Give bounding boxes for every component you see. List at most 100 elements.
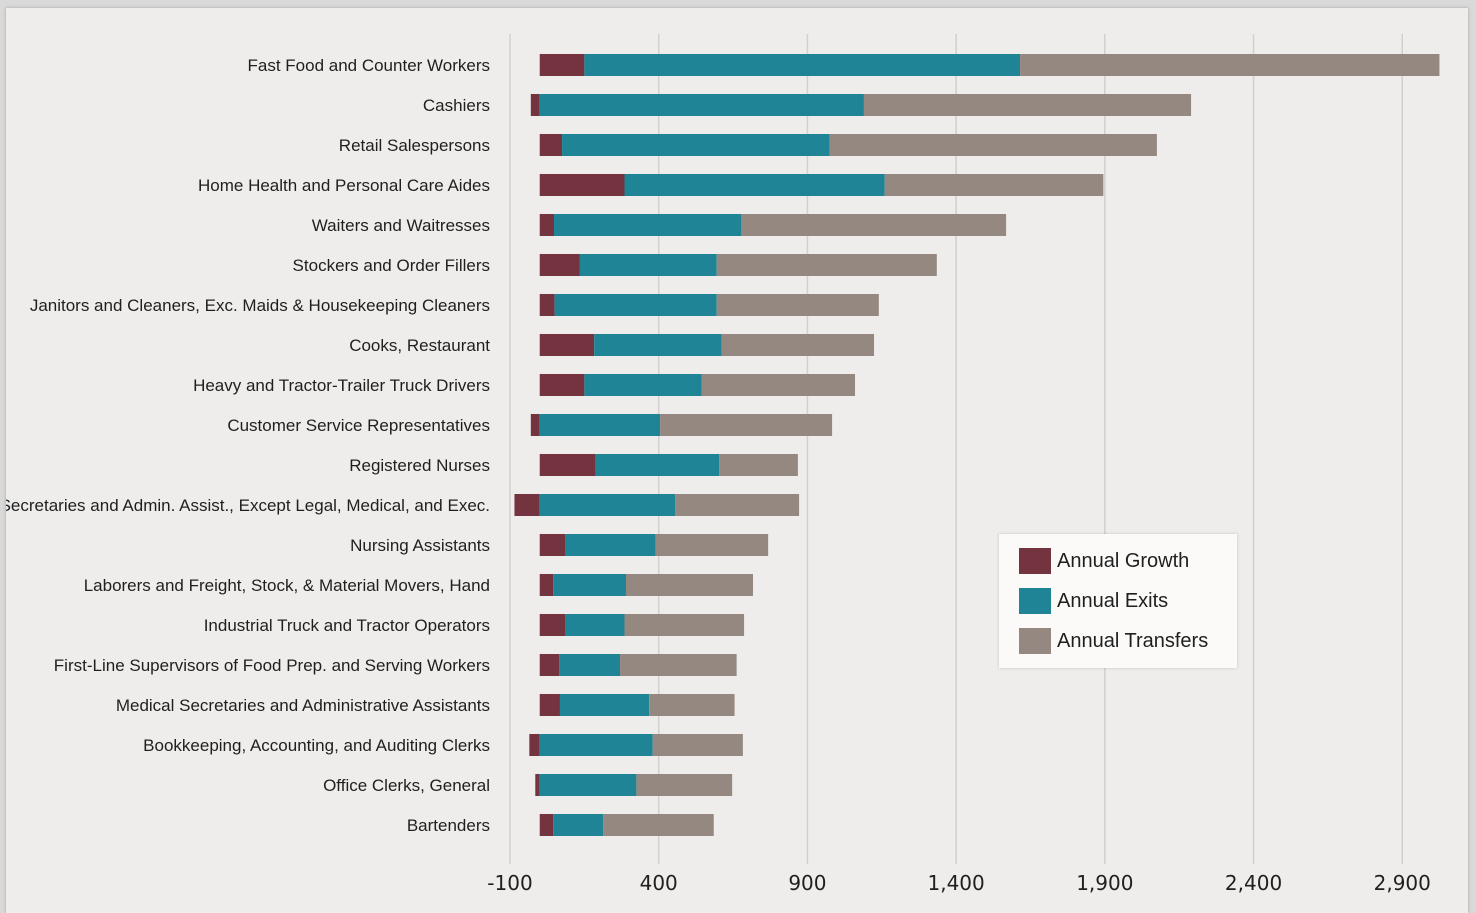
bar-exits [579, 254, 717, 276]
bar-growth [539, 54, 585, 76]
bar-transfers [701, 374, 856, 396]
bar-exits [565, 614, 625, 636]
category-label: First-Line Supervisors of Food Prep. and… [54, 656, 490, 675]
bar-growth [539, 294, 555, 316]
bar-growth [539, 134, 563, 156]
category-label: Customer Service Representatives [227, 416, 490, 435]
bar-transfers [625, 574, 753, 596]
legend-item-exits: Annual Exits [1019, 588, 1168, 614]
bar-exits [584, 54, 1021, 76]
legend-label-exits: Annual Exits [1057, 589, 1169, 612]
bar-growth [514, 494, 540, 516]
bar-transfers [649, 694, 735, 716]
category-label: Fast Food and Counter Workers [247, 56, 490, 75]
bar-transfers [660, 414, 833, 436]
bar-growth [539, 174, 625, 196]
x-tick-label: 2,400 [1225, 871, 1282, 895]
bar-growth [539, 814, 554, 836]
bar-growth [539, 574, 554, 596]
x-tick-label: 900 [788, 871, 826, 895]
bar-exits [539, 94, 864, 116]
bar-exits [624, 174, 885, 196]
bar-growth [539, 214, 555, 236]
x-tick-label: 1,900 [1076, 871, 1133, 895]
bar-transfers [716, 254, 937, 276]
bar-exits [559, 654, 621, 676]
x-tick-label: -100 [487, 871, 532, 895]
bar-transfers [863, 94, 1192, 116]
legend-item-growth: Annual Growth [1019, 548, 1189, 574]
bar-transfers [716, 294, 879, 316]
category-label: Home Health and Personal Care Aides [198, 176, 490, 195]
bar-exits [565, 534, 656, 556]
legend-label-transfers: Annual Transfers [1057, 629, 1209, 652]
category-label: Medical Secretaries and Administrative A… [116, 696, 490, 715]
legend-label-growth: Annual Growth [1057, 549, 1190, 572]
bar-exits [539, 774, 637, 796]
x-tick-label: 400 [640, 871, 678, 895]
bar-growth [539, 534, 566, 556]
bar-exits [539, 414, 661, 436]
bar-growth [530, 414, 540, 436]
bar-exits [553, 574, 626, 596]
bar-exits [584, 374, 702, 396]
category-label: Laborers and Freight, Stock, & Material … [84, 576, 490, 595]
category-label: Registered Nurses [349, 456, 490, 475]
x-tick-label: 2,900 [1374, 871, 1431, 895]
category-label: Stockers and Order Fillers [293, 256, 490, 275]
bar-exits [562, 134, 830, 156]
category-labels: Fast Food and Counter Workers Cashiers Ret… [6, 56, 490, 835]
bar-transfers [655, 534, 769, 556]
legend-swatch-transfers [1019, 628, 1051, 654]
category-label: Heavy and Tractor-Trailer Truck Drivers [193, 376, 490, 395]
legend-swatch-growth [1019, 548, 1051, 574]
category-label: Janitors and Cleaners, Exc. Maids & Hous… [30, 296, 490, 315]
bar-transfers [884, 174, 1104, 196]
bar-growth [539, 614, 566, 636]
category-label: Cooks, Restaurant [349, 336, 490, 355]
bar-transfers [636, 774, 733, 796]
bars [514, 54, 1440, 836]
category-label: Secretaries and Admin. Assist., Except L… [6, 496, 490, 515]
bar-transfers [603, 814, 714, 836]
category-label: Industrial Truck and Tractor Operators [204, 616, 490, 635]
category-label: Bookkeeping, Accounting, and Auditing Cl… [143, 736, 490, 755]
chart-panel: Fast Food and Counter Workers Cashiers Ret… [6, 8, 1468, 913]
bar-transfers [741, 214, 1007, 236]
bar-exits [539, 734, 653, 756]
bar-transfers [721, 334, 875, 356]
gridlines [509, 34, 1404, 864]
category-label: Retail Salespersons [339, 136, 490, 155]
stacked-bar-chart: Fast Food and Counter Workers Cashiers Ret… [6, 34, 1440, 895]
bar-growth [539, 454, 596, 476]
legend: Annual Growth Annual Exits Annual Transf… [999, 534, 1237, 668]
bar-transfers [652, 734, 743, 756]
legend-swatch-exits [1019, 588, 1051, 614]
bar-growth [529, 734, 540, 756]
x-tick-label: 1,400 [927, 871, 984, 895]
bar-exits [553, 814, 604, 836]
bar-exits [554, 294, 717, 316]
bar-transfers [1020, 54, 1440, 76]
bar-growth [539, 334, 595, 356]
bar-exits [595, 454, 720, 476]
bar-transfers [675, 494, 800, 516]
category-label: Nursing Assistants [350, 536, 490, 555]
x-axis-tick-labels: -100 400 900 1,400 1,900 2,400 2,900 [487, 871, 1431, 895]
category-label: Waiters and Waitresses [312, 216, 490, 235]
bar-growth [535, 774, 540, 796]
bar-growth [530, 94, 540, 116]
legend-item-transfers: Annual Transfers [1019, 628, 1208, 654]
category-label: Cashiers [423, 96, 490, 115]
bar-exits [539, 494, 676, 516]
bar-growth [539, 254, 580, 276]
bar-growth [539, 374, 585, 396]
bar-transfers [620, 654, 737, 676]
category-label: Office Clerks, General [323, 776, 490, 795]
bar-transfers [624, 614, 745, 636]
bar-exits [559, 694, 650, 716]
bar-transfers [719, 454, 798, 476]
bar-growth [539, 694, 560, 716]
category-label: Bartenders [407, 816, 490, 835]
bar-transfers [829, 134, 1157, 156]
